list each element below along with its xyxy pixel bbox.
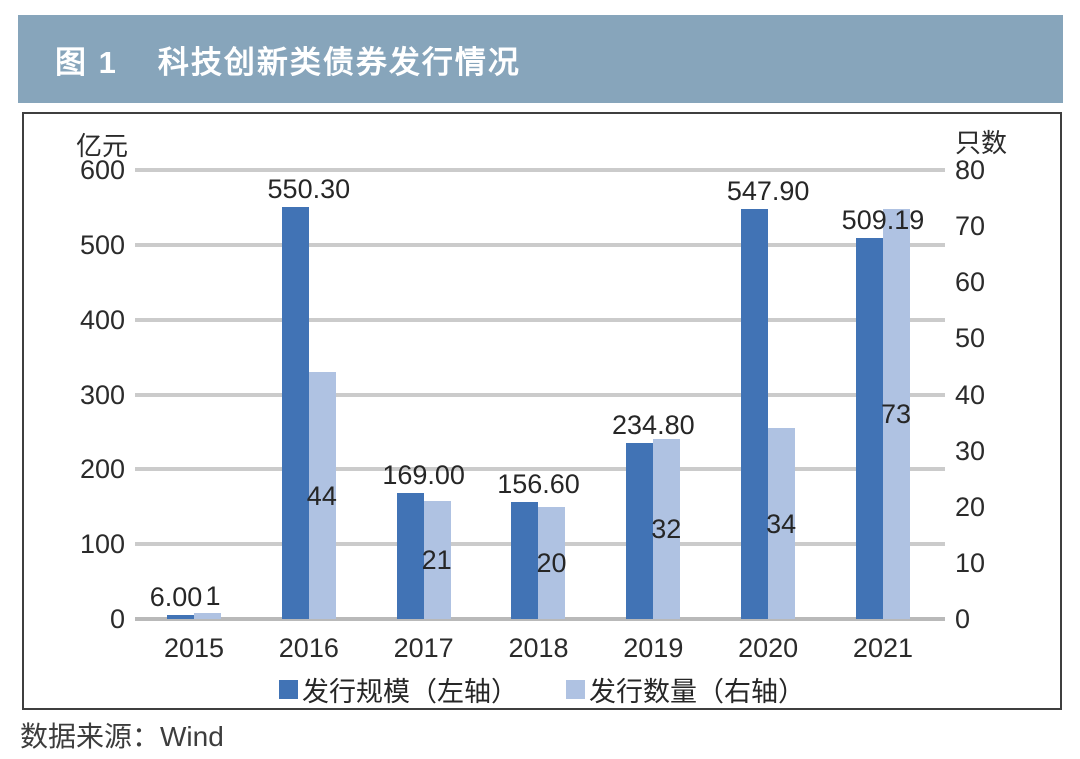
bar-issuance-count <box>538 506 566 619</box>
scale-value-label: 234.80 <box>612 410 695 441</box>
count-value-label: 20 <box>536 547 567 578</box>
right-axis-tick-label: 50 <box>955 323 986 354</box>
scale-value-label: 156.60 <box>497 468 580 499</box>
left-axis-tick-label: 100 <box>79 529 125 560</box>
bar-issuance-scale <box>741 208 769 619</box>
legend-label: 发行规模（左轴） <box>302 677 518 707</box>
scale-value-label: 169.00 <box>382 459 465 490</box>
left-axis-tick-label: 300 <box>79 379 125 410</box>
bar-issuance-count <box>423 501 451 619</box>
count-value-label: 1 <box>205 581 221 612</box>
bar-issuance-scale <box>511 501 539 619</box>
left-axis-tick-label: 600 <box>79 155 125 185</box>
right-axis-tick-label: 40 <box>955 379 986 410</box>
bar-issuance-scale <box>167 614 194 619</box>
gridline <box>135 467 945 472</box>
x-axis-category-label: 2021 <box>852 633 913 663</box>
bar-issuance-count <box>194 613 221 619</box>
left-axis-tick-label: 0 <box>109 604 125 634</box>
left-axis-tick-label: 400 <box>79 304 125 335</box>
bar-issuance-count <box>768 428 796 619</box>
left-axis-unit-label: 亿元 <box>76 131 129 161</box>
right-axis-tick-label: 10 <box>955 547 986 578</box>
figure-label: 图 1 <box>55 44 118 80</box>
right-axis-tick-label: 20 <box>955 491 986 522</box>
x-axis-category-label: 2016 <box>278 633 339 663</box>
data-source-caption: 数据来源：Wind <box>20 721 224 752</box>
legend-label: 发行数量（右轴） <box>589 677 805 707</box>
count-value-label: 21 <box>421 545 452 576</box>
count-value-label: 73 <box>880 399 911 430</box>
right-axis-unit-label: 只数 <box>955 128 1008 158</box>
chart-panel: 亿元 只数 600 500 400 300 200 100 0 80 70 60 50 40 30 20 1… <box>22 112 1062 710</box>
gridline <box>135 392 945 397</box>
scale-value-label: 547.90 <box>726 175 810 206</box>
left-axis-tick-label: 200 <box>79 454 125 485</box>
x-axis-category-label: 2017 <box>393 633 454 663</box>
bar-issuance-count <box>308 372 336 619</box>
bar-issuance-scale <box>396 492 424 619</box>
bar-issuance-scale <box>855 237 883 619</box>
plot-area: 亿元 只数 600 500 400 300 200 100 0 80 70 60 50 40 30 20 1… <box>24 114 1060 708</box>
right-axis-tick-label: 60 <box>955 267 986 298</box>
right-axis-tick-label: 0 <box>955 604 971 634</box>
x-axis-category-label: 2020 <box>738 633 799 663</box>
legend-item-count: 发行数量（右轴） <box>566 670 805 709</box>
count-value-label: 34 <box>766 508 797 539</box>
scale-value-label: 550.30 <box>267 174 351 205</box>
scale-value-label: 6.00 <box>149 581 203 612</box>
figure-title-bar: 图 1 科技创新类债券发行情况 <box>18 15 1063 103</box>
figure-title: 科技创新类债券发行情况 <box>157 44 521 80</box>
bar-issuance-count <box>882 209 910 619</box>
gridline <box>135 168 945 172</box>
bar-issuance-scale <box>281 207 309 619</box>
count-value-label: 44 <box>306 480 337 511</box>
x-axis-category-label: 2019 <box>623 633 684 663</box>
x-axis-category-label: 2018 <box>508 633 569 663</box>
x-axis-line <box>135 617 945 621</box>
bar-issuance-count <box>653 439 681 619</box>
chart-legend: 发行规模（左轴） 发行数量（右轴） <box>24 670 1060 709</box>
x-axis-category-label: 2015 <box>163 633 225 663</box>
right-axis-tick-label: 80 <box>955 155 986 185</box>
gridline <box>135 317 945 322</box>
legend-swatch-icon <box>566 680 585 699</box>
legend-item-scale: 发行规模（左轴） <box>279 670 518 709</box>
bar-issuance-scale <box>626 443 654 619</box>
right-axis-tick-label: 70 <box>955 211 986 242</box>
gridline <box>135 242 945 247</box>
right-axis-tick-label: 30 <box>955 435 986 466</box>
legend-swatch-icon <box>279 680 298 699</box>
left-axis-tick-label: 500 <box>79 229 125 260</box>
scale-value-label: 509.19 <box>841 204 925 235</box>
count-value-label: 32 <box>651 514 682 545</box>
